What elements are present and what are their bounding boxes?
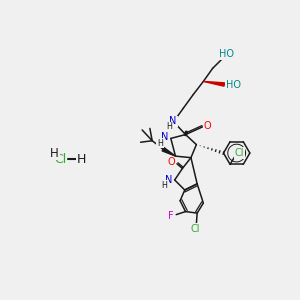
Text: H: H [157, 139, 163, 148]
Text: H: H [166, 122, 172, 131]
Text: F: F [168, 211, 174, 221]
Text: H: H [77, 153, 86, 166]
Text: N: N [169, 116, 177, 127]
Text: H: H [50, 146, 59, 160]
Text: H: H [161, 181, 167, 190]
Text: HO: HO [219, 50, 234, 59]
Text: O: O [168, 157, 176, 167]
Text: Cl: Cl [54, 153, 66, 166]
Polygon shape [203, 81, 224, 86]
Text: Cl: Cl [235, 148, 244, 158]
Text: N: N [165, 175, 172, 185]
Text: HO: HO [226, 80, 241, 89]
Text: Cl: Cl [191, 224, 200, 234]
Polygon shape [162, 148, 175, 156]
Text: N: N [161, 132, 168, 142]
Text: O: O [203, 121, 211, 131]
